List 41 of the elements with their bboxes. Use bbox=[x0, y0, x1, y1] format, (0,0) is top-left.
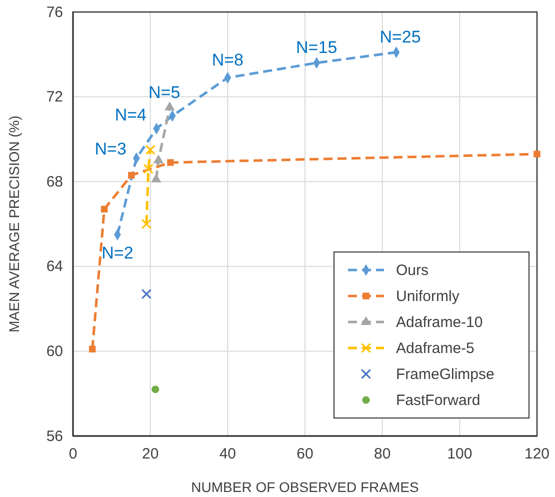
point bbox=[153, 154, 164, 164]
x-tick-label: 100 bbox=[447, 446, 472, 463]
point bbox=[100, 206, 108, 213]
annotation: N=8 bbox=[212, 50, 244, 70]
x-tick-label: 40 bbox=[219, 446, 236, 463]
legend-label: Adaframe-5 bbox=[396, 340, 474, 357]
y-tick-label: 76 bbox=[46, 4, 63, 21]
point bbox=[141, 218, 152, 230]
annotation: N=25 bbox=[380, 27, 421, 46]
y-tick-label: 64 bbox=[46, 258, 63, 276]
y-tick-label: 72 bbox=[46, 88, 63, 106]
legend-label: Uniformly bbox=[396, 288, 460, 305]
x-tick-label: 0 bbox=[68, 446, 78, 463]
point bbox=[143, 164, 154, 174]
y-tick-label: 68 bbox=[46, 173, 63, 190]
point bbox=[164, 102, 175, 110]
annotation: N=5 bbox=[148, 82, 180, 102]
point bbox=[152, 386, 160, 394]
x-tick-label: 120 bbox=[524, 446, 550, 463]
point bbox=[151, 174, 162, 182]
y-tick-label: 56 bbox=[46, 428, 63, 445]
annotation: N=3 bbox=[94, 139, 126, 158]
annotation: N=4 bbox=[114, 106, 147, 125]
y-tick-label: 60 bbox=[46, 343, 63, 360]
point bbox=[145, 144, 156, 155]
legend-label: Ours bbox=[396, 262, 429, 279]
legend-label: FrameGlimpse bbox=[396, 366, 494, 383]
x-tick-label: 60 bbox=[296, 446, 314, 463]
legend-label: Adaframe-10 bbox=[396, 314, 483, 331]
x-axis-title: NUMBER OF OBSERVED FRAMES bbox=[191, 479, 419, 495]
y-axis-title: MAEN AVERAGE PRECISION (%) bbox=[6, 116, 22, 332]
x-tick-label: 20 bbox=[142, 446, 159, 463]
annotation: N=2 bbox=[102, 244, 134, 263]
legend-label: FastForward bbox=[396, 392, 480, 409]
point bbox=[128, 172, 135, 179]
point bbox=[141, 288, 152, 300]
point bbox=[88, 346, 96, 352]
point bbox=[534, 150, 540, 158]
point bbox=[167, 159, 174, 166]
x-tick-label: 80 bbox=[374, 446, 391, 463]
annotation: N=15 bbox=[296, 38, 338, 57]
